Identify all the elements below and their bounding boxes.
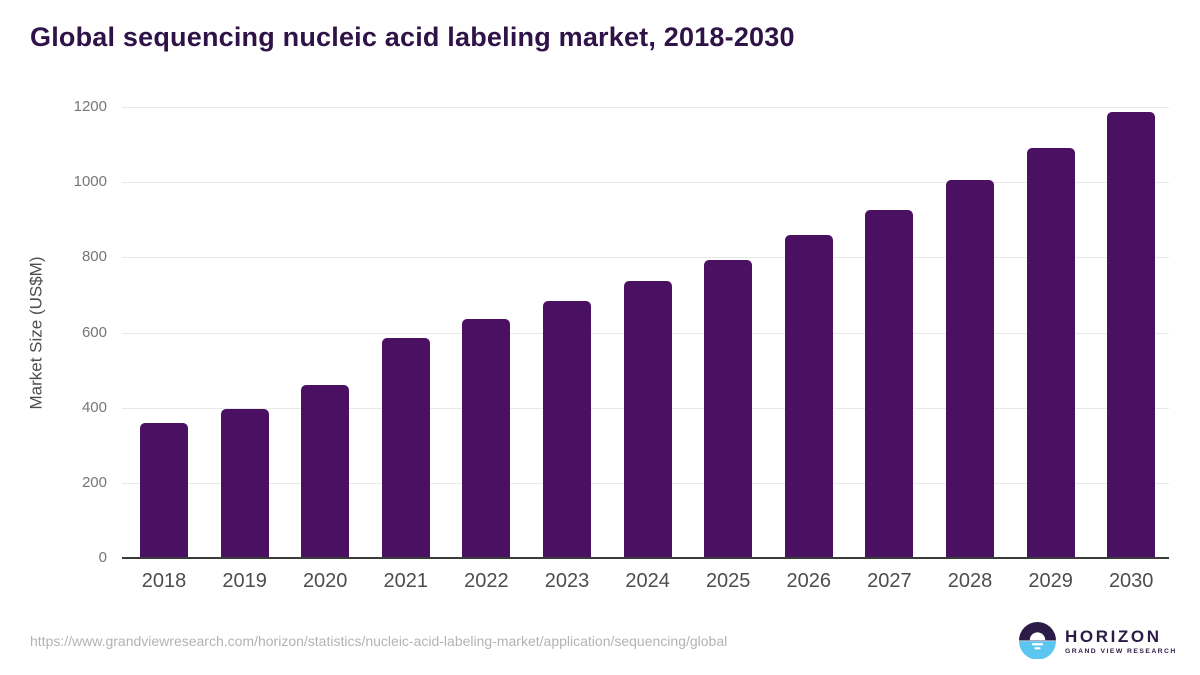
x-tick-label-2019: 2019 (222, 570, 267, 592)
x-tick-label-2025: 2025 (705, 570, 751, 592)
horizon-logo-icon (1019, 622, 1056, 659)
bar-2020[interactable] (301, 385, 350, 558)
y-tick-label-0: 0 (98, 549, 107, 566)
x-tick-label-2020: 2020 (302, 570, 348, 592)
bar-2023[interactable] (543, 300, 591, 558)
bar-2019[interactable] (220, 409, 269, 558)
plot-area (122, 107, 1169, 559)
x-tick-label-2027: 2027 (867, 570, 912, 592)
bar-2021[interactable] (381, 338, 430, 558)
chart-title: Global sequencing nucleic acid labeling … (30, 22, 795, 52)
x-tick-label-2018: 2018 (141, 570, 187, 592)
y-tick-label-400: 400 (81, 398, 107, 416)
y-axis-tick-labels: 0 200 400 600 800 1000 1200 (0, 98, 107, 566)
logo-title: HORIZON (1065, 627, 1162, 646)
horizon-logo: HORIZON GRAND VIEW RESEARCH (1019, 622, 1177, 659)
bar-2028[interactable] (946, 179, 994, 558)
x-axis-tick-labels: 2018 2019 2020 2021 2022 2023 2024 2025 2026 2027… (122, 570, 1169, 596)
y-tick-label-800: 800 (81, 248, 107, 266)
x-tick-label-2029: 2029 (1028, 570, 1073, 592)
x-axis-line (122, 557, 1169, 559)
y-tick-label-1200: 1200 (73, 98, 107, 115)
bar-2026[interactable] (784, 235, 833, 558)
bar-2029[interactable] (1026, 147, 1075, 558)
x-tick-label-2026: 2026 (786, 570, 832, 592)
y-tick-label-200: 200 (81, 473, 107, 491)
bar-2025[interactable] (704, 259, 753, 558)
y-tick-label-600: 600 (81, 323, 107, 341)
x-tick-label-2021: 2021 (383, 570, 429, 592)
bar-2022[interactable] (462, 318, 511, 558)
source-url: https://www.grandviewresearch.com/horizo… (30, 633, 728, 649)
bar-2030[interactable] (1107, 111, 1156, 558)
x-tick-label-2023: 2023 (544, 570, 590, 592)
bar-2018[interactable] (140, 422, 188, 558)
bar-2027[interactable] (865, 209, 914, 558)
horizon-logo-text: HORIZON GRAND VIEW RESEARCH (1065, 626, 1177, 656)
x-tick-label-2024: 2024 (625, 570, 670, 592)
gridline-1200 (122, 107, 1169, 108)
gridline-1000 (122, 182, 1169, 184)
gridline-800 (122, 257, 1169, 259)
x-tick-label-2022: 2022 (464, 570, 509, 592)
logo-subtitle: GRAND VIEW RESEARCH (1065, 648, 1177, 655)
x-tick-label-2030: 2030 (1108, 570, 1154, 592)
y-tick-label-1000: 1000 (73, 173, 107, 191)
x-tick-label-2028: 2028 (947, 570, 993, 592)
bar-2024[interactable] (623, 281, 672, 558)
